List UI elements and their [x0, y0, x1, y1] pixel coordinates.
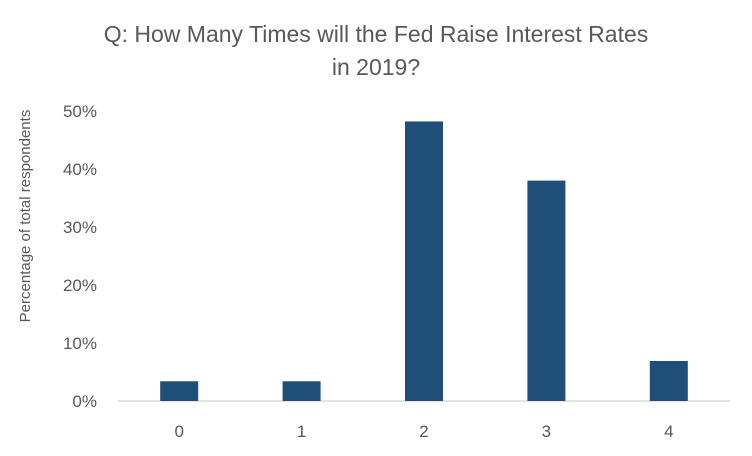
chart-title-line-1: Q: How Many Times will the Fed Raise Int…	[103, 21, 649, 47]
y-axis-label: Percentage of total respondents	[17, 110, 34, 323]
x-tick-label: 1	[297, 422, 306, 441]
bar-3	[527, 180, 566, 401]
bar-1	[282, 381, 321, 401]
x-tick-label: 3	[542, 422, 551, 441]
x-tick-label: 2	[419, 422, 428, 441]
bar-4	[649, 360, 688, 401]
bar-0	[160, 381, 199, 401]
bars-group	[160, 121, 688, 401]
x-axis-ticks: 0 1 2 3 4	[174, 422, 673, 441]
y-tick-label: 40%	[63, 160, 97, 179]
x-tick-label: 4	[664, 422, 673, 441]
chart-title: Q: How Many Times will the Fed Raise Int…	[60, 18, 692, 84]
y-axis-ticks: 0% 10% 20% 30% 40% 50%	[63, 102, 97, 411]
chart-title-line-2: in 2019?	[331, 54, 421, 80]
y-tick-label: 0%	[72, 392, 97, 411]
y-tick-label: 10%	[63, 334, 97, 353]
bar-2	[405, 121, 443, 401]
y-tick-label: 20%	[63, 276, 97, 295]
y-tick-label: 30%	[63, 218, 97, 237]
y-tick-label: 50%	[63, 102, 97, 121]
x-tick-label: 0	[174, 422, 183, 441]
